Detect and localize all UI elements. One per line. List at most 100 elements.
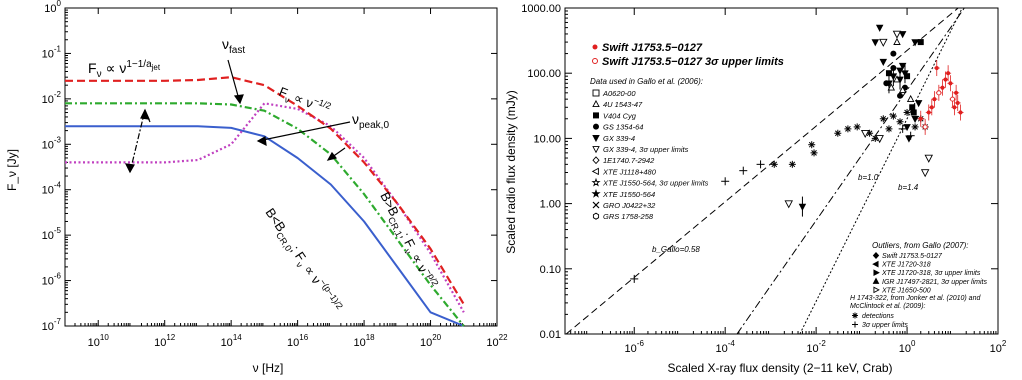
swift-data-point: [958, 110, 963, 115]
sed-y-tick-label: 10-6: [42, 272, 62, 288]
legend-gallo-label: GRO J0422+32: [603, 201, 656, 210]
sed-chart-panel: 1010 1012 1014 1016 1018 1020 1022 10-7 10-6 10-5…: [5, 0, 508, 375]
svg-text:νfast: νfast: [222, 36, 245, 56]
data-point-open-triangle: [860, 129, 870, 139]
data-point-open-triangle: [784, 200, 793, 209]
data-point-black: [911, 115, 919, 124]
arrow-slope-half-head: [326, 151, 338, 161]
legend-gallo-label: XTE J1118+480: [602, 167, 657, 176]
data-point-open-triangle: [892, 30, 902, 39]
data-point-open-triangle: [920, 169, 930, 178]
legend-outlier-label: XTE J1720-318: [881, 262, 931, 269]
data-point-asterisk: [834, 129, 842, 137]
svg-text:B<BCR,0; Fν ∝ ν−(p−1)/2: B<BCR,0; Fν ∝ ν−(p−1)/2: [260, 204, 345, 316]
legend-outlier-marker: [872, 251, 880, 260]
svg-text:B>BCR,1; Fν ∝ ν−p/2: B>BCR,1; Fν ∝ ν−p/2: [375, 189, 441, 292]
legend-swift-ul-label: Swift J1753.5−0127 3σ upper limits: [602, 56, 784, 68]
data-point-black: [871, 39, 880, 47]
radio-y-axis-title: Scaled radio flux density (mJy): [504, 90, 518, 253]
swift-data-point: [948, 81, 953, 86]
legend-gallo-label: A0620-00: [602, 89, 636, 98]
data-point-black: [904, 73, 911, 80]
legend-gallo-label: XTE J1550-564: [602, 190, 655, 199]
radio-fit-line-dashed: [565, 7, 959, 335]
sed-x-tick-label: 1022: [486, 333, 508, 349]
swift-data-point: [929, 105, 934, 110]
legend-h1743-marker: [852, 312, 858, 319]
arrow-nu-fast-head: [233, 94, 244, 105]
legend-gallo-label: V404 Cyg: [603, 111, 637, 120]
swift-data-point: [955, 100, 960, 106]
sed-series-line-solid: [65, 125, 465, 327]
radio-fit-line-dotted: [799, 7, 963, 335]
legend-h1743-title-2: McClintock et al. (2009):: [850, 303, 926, 310]
sed-annotation-low-b: B<BCR,0; Fν ∝ ν−(p−1)/2: [260, 204, 345, 316]
data-point-filled-triangle: [889, 73, 898, 81]
data-point-asterisk: [896, 118, 904, 126]
legend-outliers-title: Outliers, from Gallo (2007):: [872, 241, 968, 250]
radio-y-tick-label: 1000.00: [521, 3, 561, 15]
sed-x-tick-label: 1012: [154, 333, 176, 349]
data-point-open-triangle: [924, 154, 934, 163]
legend-h1743-marker: [852, 321, 858, 328]
sed-annotation-high-b: B>BCR,1; Fν ∝ ν−p/2: [375, 189, 441, 292]
arrow-jet-small: [144, 110, 151, 123]
sed-series-line-dotted: [65, 102, 465, 313]
sed-x-tick-label: 1020: [420, 333, 442, 349]
data-point-black: [917, 39, 924, 46]
sed-annotation-jet-slope: Fν ∝ ν1−1/ajet: [88, 59, 161, 80]
legend-gallo-marker: [592, 201, 600, 209]
radio-x-tick-label: 102: [990, 339, 1007, 355]
radio-y-tick-label: 1.00: [540, 199, 561, 211]
legend-gallo-label: 1E1740.7-2942: [603, 156, 655, 165]
swift-data-point: [943, 77, 948, 82]
data-point-asterisk: [810, 149, 818, 157]
legend-outlier-marker: [873, 286, 880, 294]
sed-annotation-nu-peak: νpeak,0: [352, 111, 389, 131]
sed-y-tick-label: 10-2: [42, 90, 62, 106]
legend-gallo-label: 4U 1543-47: [603, 100, 643, 109]
data-point-black: [906, 94, 915, 102]
data-point-plus: [721, 177, 730, 186]
data-point-plus: [739, 166, 748, 175]
legend-gallo-label: GX 339-4, 3σ upper limits: [603, 145, 689, 154]
data-point-black: [879, 58, 888, 66]
data-point-asterisk: [770, 160, 778, 168]
data-point-asterisk: [844, 125, 852, 133]
sed-x-tick-label: 1010: [88, 333, 110, 349]
data-point-plus: [906, 131, 915, 140]
data-point-filled-triangle: [798, 203, 807, 211]
sed-y-tick-label: 10-7: [42, 317, 62, 333]
legend-outlier-label: Swift J1753.5-0127: [882, 253, 943, 260]
legend-outlier-label: IGR J17497-2821, 3σ upper limits: [882, 279, 987, 286]
legend-gallo-marker: [592, 89, 600, 97]
legend-swift-ul-marker: [592, 58, 598, 64]
legend-outlier-label: XTE J1720-318, 3σ upper limits: [881, 270, 981, 277]
data-point-black: [885, 70, 892, 77]
radio-fit-line-dashdot: [736, 7, 965, 335]
radio-fit-lines: [565, 7, 965, 335]
legend-gallo-marker: [592, 134, 600, 143]
radio-x-tick-label: 10-6: [625, 339, 645, 355]
sed-y-tick-label: 100: [44, 0, 61, 15]
radio-x-tick-label: 10-2: [806, 339, 826, 355]
radio-data-points: [630, 24, 964, 283]
data-point-asterisk: [885, 125, 893, 133]
legend-gallo-label: GS 1354-64: [603, 123, 643, 132]
legend-gallo-label: GRS 1758-258: [603, 212, 654, 221]
sed-annotation-half-slope: Fν ∝ ν−1/2: [276, 82, 333, 120]
radio-plot-frame: [564, 7, 999, 335]
data-point-black: [910, 109, 917, 116]
radio-y-tick-label: 10.00: [533, 133, 561, 145]
radio-y-tick-label: 0.10: [540, 264, 561, 276]
sed-series-line-dashed: [65, 76, 465, 305]
legend-gallo-label: GX 339-4: [603, 134, 635, 143]
svg-text:Fν ∝ ν−1/2: Fν ∝ ν−1/2: [276, 82, 333, 120]
sed-axis-ticks: 1010 1012 1014 1016 1018 1020 1022 10-7 10-6 10-5…: [42, 0, 508, 349]
data-point-plus: [898, 124, 907, 133]
legend-swift-label: Swift J1753.5−0127: [602, 42, 703, 54]
data-point-black: [911, 39, 919, 47]
legend-gallo-marker: [591, 167, 599, 176]
arrow-jet-down-head: [124, 163, 135, 174]
